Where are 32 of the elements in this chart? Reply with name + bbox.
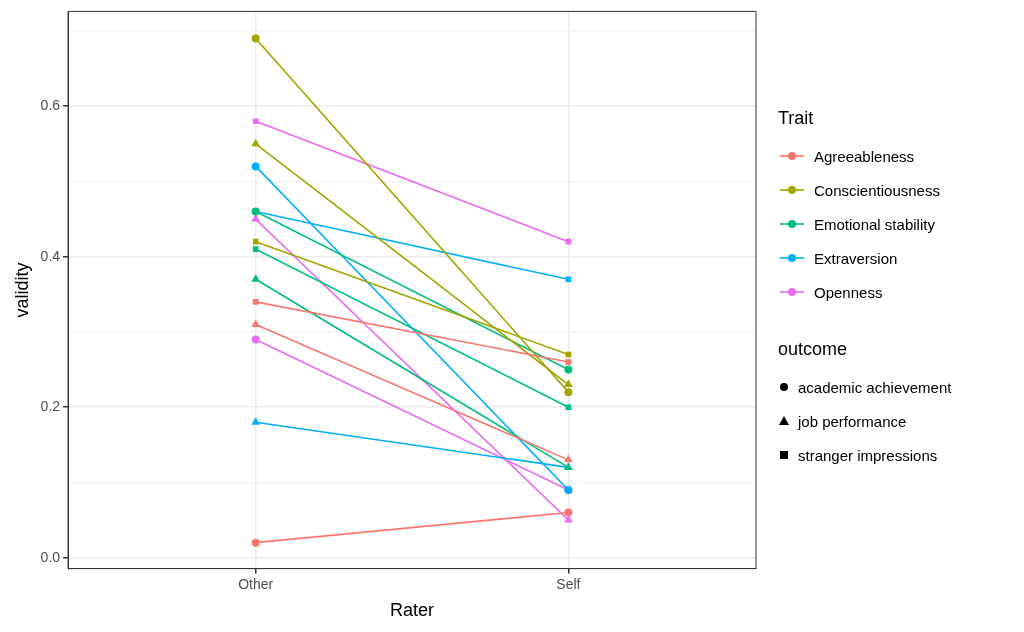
- y-tick-label: 0.6: [40, 97, 61, 114]
- legend-label: Extraversion: [814, 249, 898, 267]
- point: [565, 404, 572, 411]
- legend-title: Trait: [778, 108, 815, 129]
- x-tick-label: Self: [556, 575, 581, 592]
- point: [564, 508, 573, 517]
- x-tick-label: Other: [238, 575, 274, 592]
- text: stranger impressions: [798, 446, 938, 464]
- legend-label: Agreeableness: [814, 147, 915, 165]
- point: [252, 299, 259, 305]
- point: [251, 34, 260, 43]
- point: [565, 276, 572, 283]
- point: [565, 359, 572, 365]
- point: [564, 388, 573, 397]
- point: [564, 365, 573, 374]
- text: academic achievement: [798, 378, 952, 396]
- point: [251, 162, 260, 171]
- y-tick-label: 0.2: [40, 398, 61, 415]
- legend-label: Emotional stability: [814, 215, 935, 233]
- point: [252, 118, 259, 125]
- point: [252, 246, 259, 253]
- x-axis-title: Rater: [390, 600, 435, 621]
- text: job performance: [798, 412, 907, 430]
- y-axis-title: validity: [11, 262, 32, 318]
- point: [251, 335, 260, 344]
- legend-label: Conscientiousness: [814, 181, 940, 199]
- y-tick-label: 0.0: [40, 548, 61, 565]
- y-tick-label: 0.4: [40, 247, 61, 264]
- legend-label: Openness: [814, 283, 883, 301]
- text: outcome: [778, 339, 849, 360]
- point: [251, 538, 260, 547]
- point: [252, 238, 259, 245]
